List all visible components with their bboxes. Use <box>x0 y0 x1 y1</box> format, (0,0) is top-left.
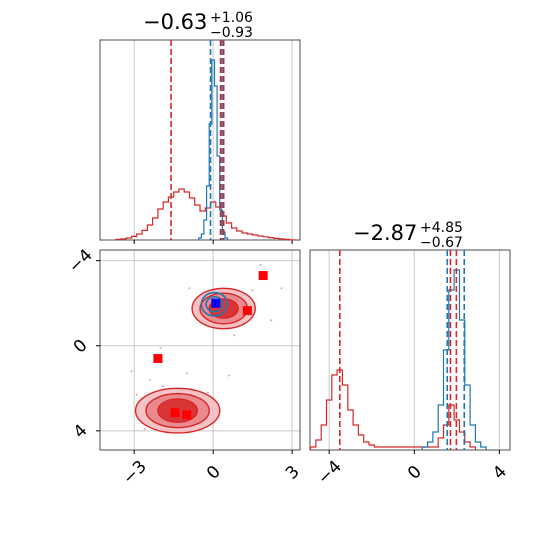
joint-contour-2-0 <box>200 291 229 317</box>
top-hist-grid <box>133 40 293 240</box>
top-hist-title-upper: +1.06 <box>210 10 253 26</box>
joint-ytick-label-1: 0 <box>70 336 92 358</box>
joint-sample-point-5 <box>130 370 133 373</box>
joint-sample-point-2 <box>162 385 165 388</box>
joint-solution-marker-3 <box>170 408 180 418</box>
joint-sample-point-11 <box>185 372 188 375</box>
joint-xtick-label-0: −3 <box>119 457 151 489</box>
joint-sample-point-15 <box>280 287 283 290</box>
joint-sample-point-9 <box>188 287 191 290</box>
joint-truth-marker-5 <box>211 298 221 308</box>
right-hist-xtick-label-0: −4 <box>314 457 346 489</box>
joint-sample-point-7 <box>251 289 254 292</box>
joint-solution-marker-4 <box>182 410 192 420</box>
joint-contours <box>130 263 283 434</box>
joint-xtick-label-1: 0 <box>203 462 225 484</box>
joint-sample-point-0 <box>149 378 151 381</box>
right-hist-grid <box>328 250 500 450</box>
joint-frame <box>99 249 301 451</box>
joint-sample-point-14 <box>159 346 162 349</box>
right-hist-title-lower: −0.67 <box>420 235 463 251</box>
right-hist-frame <box>309 249 511 451</box>
top-hist-title-lower: −0.93 <box>210 25 253 41</box>
joint-sample-point-3 <box>143 427 146 430</box>
right-hist-title-upper: +4.85 <box>420 220 463 236</box>
right-hist-title-value: −2.87 <box>353 221 417 245</box>
joint-sample-point-8 <box>270 319 273 322</box>
joint-sample-point-13 <box>259 263 262 266</box>
joint-xtick-label-2: 3 <box>282 462 304 484</box>
joint-sample-point-1 <box>135 393 138 396</box>
right-hist-series-1 <box>421 269 487 450</box>
joint-ytick-label-2: 4 <box>70 421 92 443</box>
joint-sample-point-4 <box>206 391 209 394</box>
right-hist-series-0 <box>309 369 476 450</box>
right-hist-xtick-label-2: 4 <box>489 462 511 484</box>
joint-solution-marker-2 <box>153 354 163 364</box>
top-hist-series-0 <box>115 188 296 241</box>
joint-solution-marker-0 <box>258 271 268 281</box>
joint-solution-marker-1 <box>242 306 252 316</box>
top-hist-title-value: −0.63 <box>143 10 207 34</box>
joint-ytick-label-0: −4 <box>65 245 97 277</box>
joint-contour-2-1 <box>205 296 224 313</box>
joint-sample-point-12 <box>227 374 230 377</box>
joint-sample-point-6 <box>233 334 236 337</box>
top-hist-frame <box>99 39 301 241</box>
right-hist-xtick-label-1: 0 <box>404 462 426 484</box>
